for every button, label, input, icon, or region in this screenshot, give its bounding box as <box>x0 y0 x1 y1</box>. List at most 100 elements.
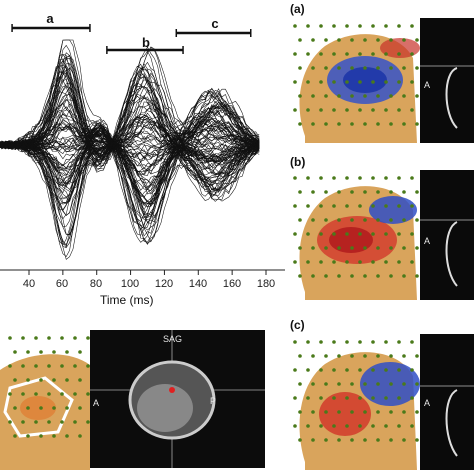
sensor-dot <box>363 274 367 278</box>
sensor-dot <box>410 80 414 84</box>
sensor-dot <box>311 218 315 222</box>
sensor-dot <box>384 176 388 180</box>
sensor-waveform <box>0 117 260 206</box>
butterfly-plot <box>0 24 285 275</box>
sensor-dot <box>384 108 388 112</box>
sensor-dot <box>389 382 393 386</box>
sensor-dot <box>306 108 310 112</box>
sensor-dot <box>86 336 90 340</box>
sensor-dot <box>26 434 30 438</box>
sensor-dot <box>376 410 380 414</box>
sensor-dot <box>358 52 362 56</box>
sensor-dot <box>376 38 380 42</box>
sensor-dot <box>402 410 406 414</box>
topomap-panel-c <box>293 334 474 470</box>
sensor-dot <box>402 66 406 70</box>
sensor-dot <box>306 424 310 428</box>
sensor-dot <box>306 176 310 180</box>
sensor-dot <box>371 176 375 180</box>
sensor-dot <box>34 336 38 340</box>
sensor-dot <box>73 336 77 340</box>
sensor-dot <box>397 52 401 56</box>
sensor-dot <box>86 364 90 368</box>
sensor-dot <box>21 392 25 396</box>
sensor-waveform <box>0 99 260 188</box>
sensor-dot <box>371 368 375 372</box>
sensor-dot <box>332 52 336 56</box>
sensor-dot <box>358 424 362 428</box>
sensor-dot <box>13 378 17 382</box>
sensor-waveform <box>0 123 260 198</box>
sensor-dot <box>319 24 323 28</box>
sensor-dot <box>47 364 51 368</box>
sensor-dot <box>376 246 380 250</box>
sensor-dot <box>65 378 69 382</box>
x-tick-label: 180 <box>256 278 276 290</box>
sensor-dot <box>60 364 64 368</box>
sensor-dot <box>78 350 82 354</box>
sensor-dot <box>52 406 56 410</box>
sensor-dot <box>415 274 419 278</box>
sensor-dot <box>293 368 297 372</box>
sensor-dot <box>402 382 406 386</box>
sensor-dot <box>60 336 64 340</box>
sensor-dot <box>39 378 43 382</box>
sensor-dot <box>415 246 419 250</box>
sensor-dot <box>345 340 349 344</box>
sensor-dot <box>345 232 349 236</box>
sensor-dot <box>293 176 297 180</box>
sensor-dot <box>337 382 341 386</box>
sensor-dot <box>298 38 302 42</box>
sensor-dot <box>306 80 310 84</box>
sensor-dot <box>319 368 323 372</box>
sensor-dot <box>389 410 393 414</box>
sensor-dot <box>21 364 25 368</box>
waveforms-group <box>0 39 260 260</box>
sensor-dot <box>402 218 406 222</box>
sensor-dot <box>311 438 315 442</box>
sensor-dot <box>415 438 419 442</box>
sensor-dot <box>384 424 388 428</box>
sensor-dot <box>350 94 354 98</box>
sensor-waveform <box>0 98 260 200</box>
sensor-dot <box>384 24 388 28</box>
sensor-dot <box>337 38 341 42</box>
sensor-dot <box>389 274 393 278</box>
sensor-dot <box>47 392 51 396</box>
sensor-dot <box>311 410 315 414</box>
sensor-waveform <box>0 71 260 199</box>
sensor-dot <box>311 354 315 358</box>
sensor-dot <box>293 424 297 428</box>
sensor-dot <box>397 24 401 28</box>
x-tick-label: 40 <box>22 278 36 290</box>
sensor-dot <box>293 108 297 112</box>
sensor-dot <box>371 260 375 264</box>
sensor-dot <box>371 340 375 344</box>
sensor-dot <box>21 420 25 424</box>
sensor-dot <box>410 368 414 372</box>
segment-bars <box>11 24 252 54</box>
sensor-dot <box>8 336 12 340</box>
sensor-dot <box>324 38 328 42</box>
mri-letter-b: A <box>424 236 431 246</box>
sensor-dot <box>306 340 310 344</box>
sensor-waveform <box>0 124 260 160</box>
sensor-dot <box>350 382 354 386</box>
sensor-dot <box>324 410 328 414</box>
sensor-dot <box>415 38 419 42</box>
sensor-dot <box>376 218 380 222</box>
sensor-dot <box>8 364 12 368</box>
sensor-dot <box>389 354 393 358</box>
sensor-dot <box>371 108 375 112</box>
sensor-dot <box>293 396 297 400</box>
sensor-waveform <box>0 126 260 246</box>
sensor-dot <box>350 246 354 250</box>
sensor-dot <box>345 52 349 56</box>
sensor-dot <box>350 122 354 126</box>
sensor-dot <box>73 392 77 396</box>
sensor-dot <box>293 52 297 56</box>
sensor-dot <box>293 24 297 28</box>
sensor-dot <box>397 176 401 180</box>
sensor-dot <box>358 80 362 84</box>
sensor-waveform <box>0 109 260 195</box>
